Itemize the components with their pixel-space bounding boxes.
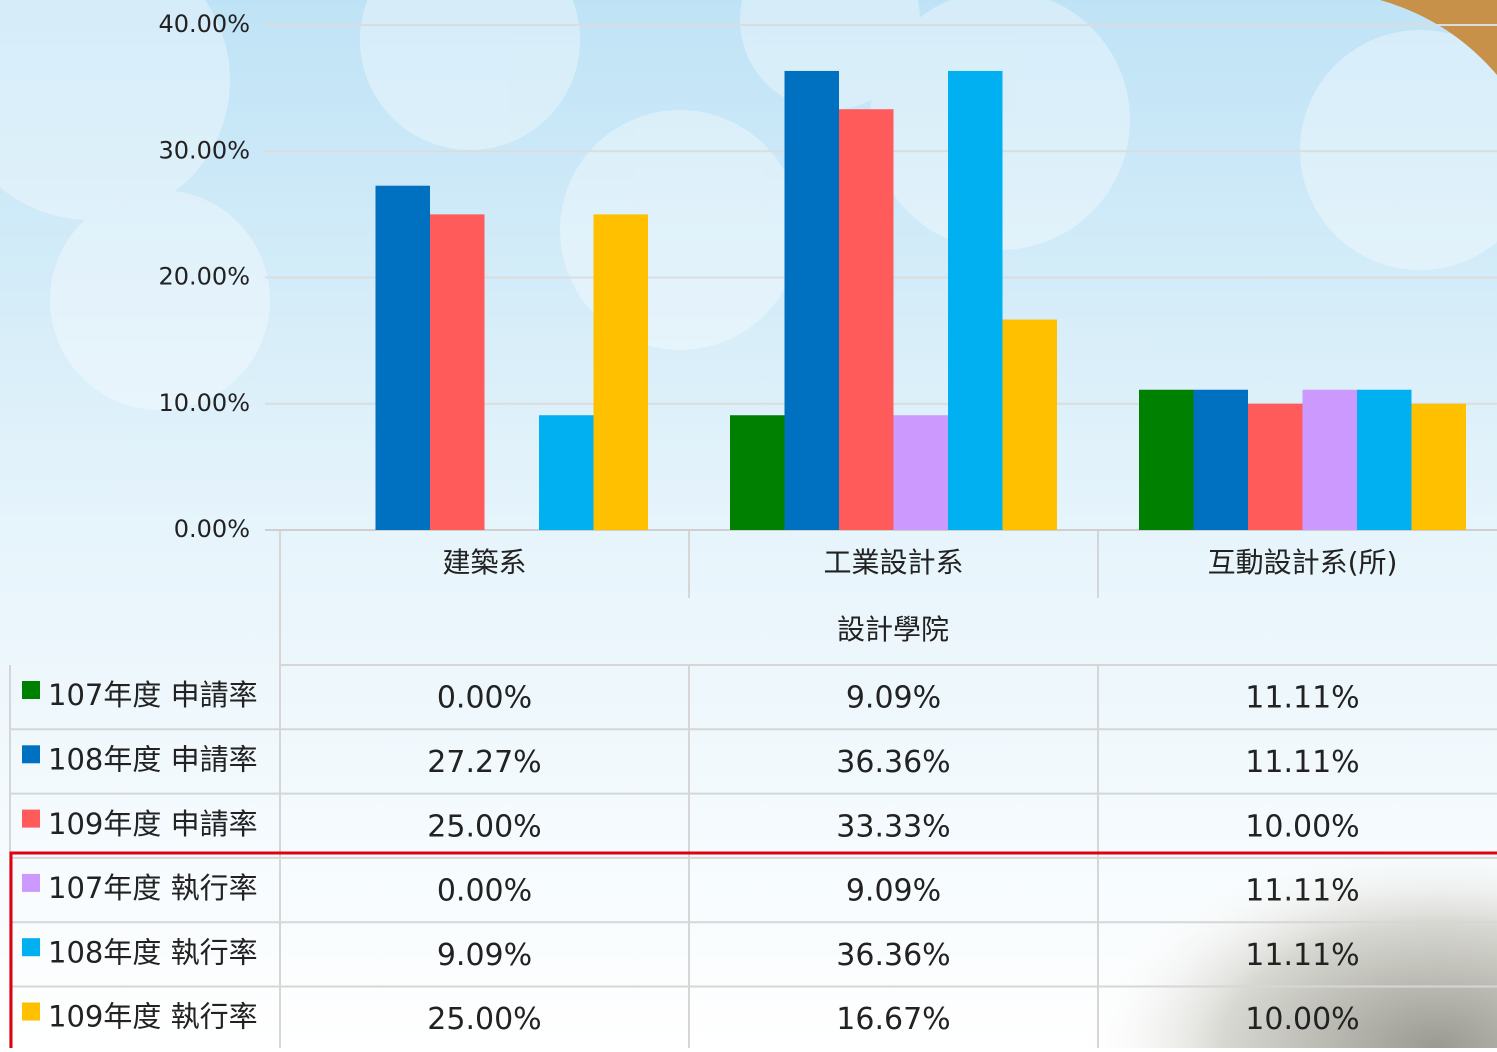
- chart: 設計學院 0.00% 10.00% 20.00% 30.00% 40.00% 建築系 工業設…: [0, 0, 1497, 1048]
- bar: [730, 415, 785, 530]
- legend-swatch: [22, 810, 40, 828]
- table-cell: 9.09%: [846, 681, 941, 716]
- bar: [1357, 390, 1412, 530]
- bar: [785, 71, 840, 530]
- table-cell: 0.00%: [437, 874, 532, 909]
- bar: [839, 109, 894, 530]
- table-cell: 11.11%: [1245, 745, 1359, 780]
- table-cell: 25.00%: [427, 1002, 541, 1037]
- table-cell: 11.11%: [1245, 681, 1359, 716]
- table-cell: 36.36%: [836, 745, 950, 780]
- group-label: 設計學院: [837, 613, 949, 646]
- legend-swatch: [22, 938, 40, 956]
- x-tick-label: 工業設計系: [823, 546, 963, 579]
- page: 設計學院 0.00% 10.00% 20.00% 30.00% 40.00% 建築系 工業設…: [0, 0, 1497, 1048]
- legend-label: 109年度 執行率: [48, 1000, 258, 1034]
- bar: [1139, 390, 1194, 530]
- legend-label: 108年度 申請率: [48, 742, 258, 776]
- legend-swatch: [22, 745, 40, 763]
- bar: [1248, 404, 1303, 530]
- y-tick-label: 20.00%: [158, 263, 250, 291]
- legend-swatch: [22, 1003, 40, 1021]
- table-cell: 9.09%: [846, 874, 941, 909]
- bar: [430, 214, 485, 530]
- bar: [1412, 404, 1467, 530]
- bar: [1194, 390, 1249, 530]
- legend-label: 107年度 執行率: [48, 871, 258, 905]
- x-tick-label: 互動設計系(所): [1208, 546, 1398, 579]
- bar: [376, 186, 431, 530]
- bar: [539, 415, 594, 530]
- legend-swatch: [22, 874, 40, 892]
- table-cell: 25.00%: [427, 809, 541, 844]
- photo-backdrop: [900, 700, 1497, 1048]
- y-tick-label: 40.00%: [158, 10, 250, 38]
- bar: [594, 214, 649, 530]
- table-cell: 11.11%: [1245, 874, 1359, 909]
- legend-label: 108年度 執行率: [48, 935, 258, 969]
- table-cell: 36.36%: [836, 938, 950, 973]
- y-tick-label: 30.00%: [158, 136, 250, 164]
- table-cell: 9.09%: [437, 938, 532, 973]
- y-tick-label: 0.00%: [174, 515, 250, 543]
- table-cell: 10.00%: [1245, 1002, 1359, 1037]
- table-cell: 33.33%: [836, 809, 950, 844]
- bar: [1003, 320, 1058, 530]
- table-cell: 16.67%: [836, 1002, 950, 1037]
- legend-swatch: [22, 681, 40, 699]
- table-cell: 11.11%: [1245, 938, 1359, 973]
- bar: [1303, 390, 1358, 530]
- legend-label: 107年度 申請率: [48, 678, 258, 712]
- bar: [948, 71, 1003, 530]
- bar: [894, 415, 949, 530]
- x-tick-label: 建築系: [442, 546, 526, 579]
- table-cell: 27.27%: [427, 745, 541, 780]
- legend-label: 109年度 申請率: [48, 807, 258, 841]
- table-cell: 0.00%: [437, 681, 532, 716]
- y-tick-label: 10.00%: [158, 389, 250, 417]
- table-cell: 10.00%: [1245, 809, 1359, 844]
